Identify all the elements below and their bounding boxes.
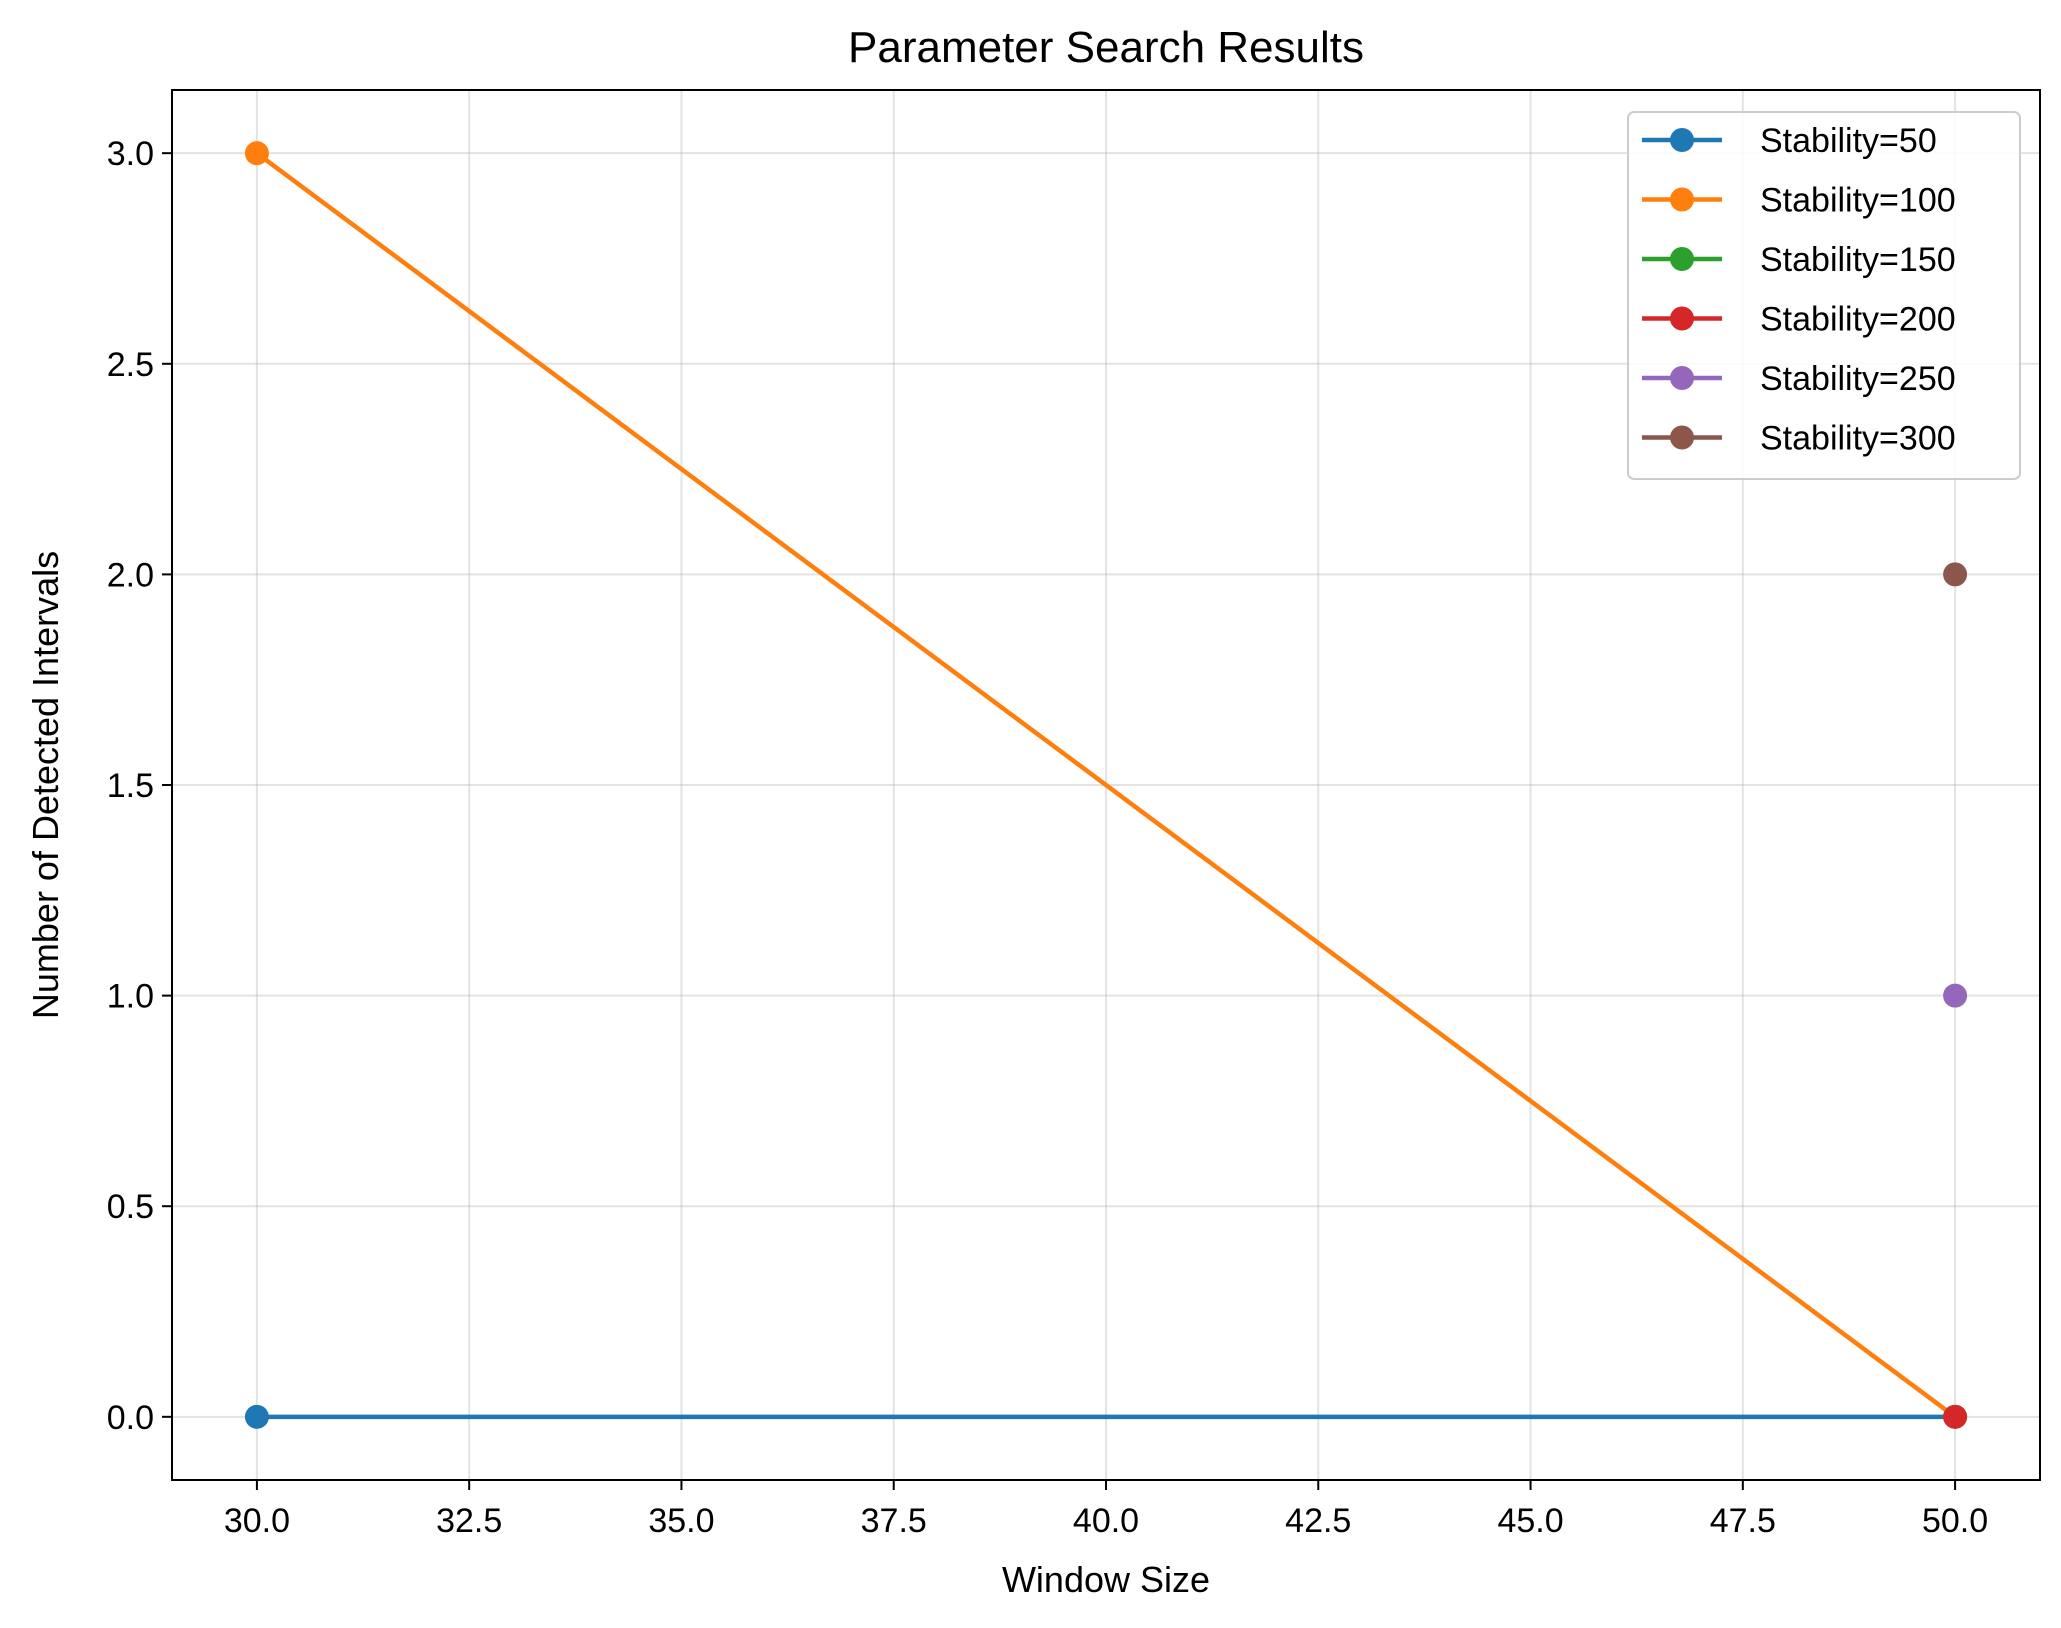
x-tick-label: 42.5 — [1285, 1502, 1351, 1540]
data-point — [1943, 1404, 1968, 1429]
series-line — [255, 151, 1957, 1419]
legend-label: Stability=50 — [1760, 122, 1937, 160]
y-tick-label: 1.0 — [107, 978, 154, 1016]
legend-label: Stability=250 — [1760, 360, 1956, 398]
legend-item: Stability=200 — [1642, 301, 1956, 339]
y-tick-label: 1.5 — [107, 767, 154, 805]
legend-marker — [1670, 306, 1694, 331]
legend: Stability=50 Stability=100 Stability=150 St… — [1627, 111, 2021, 480]
legend-marker — [1670, 128, 1694, 152]
legend-marker — [1670, 187, 1694, 212]
y-tick-label: 0.5 — [107, 1188, 154, 1226]
legend-marker — [1670, 247, 1694, 271]
legend-label: Stability=200 — [1760, 301, 1956, 339]
y-tick-label: 2.0 — [107, 556, 154, 594]
y-tick-label: 2.5 — [107, 346, 154, 384]
x-tick-label: 35.0 — [648, 1502, 714, 1540]
x-tick-label: 30.0 — [224, 1502, 290, 1540]
x-tick-label: 32.5 — [436, 1502, 502, 1540]
legend-item: Stability=150 — [1642, 241, 1956, 279]
data-point — [1943, 983, 1968, 1008]
data-point — [244, 141, 269, 166]
x-tick-label: 50.0 — [1922, 1502, 1988, 1540]
legend-item: Stability=250 — [1642, 360, 1956, 398]
series-4 — [1943, 1404, 1968, 1429]
legend-marker — [1670, 366, 1694, 390]
x-tick-label: 47.5 — [1710, 1502, 1776, 1540]
y-axis: 0.0 0.5 1.0 1.5 2.0 2.5 3.0 — [107, 135, 172, 1437]
legend-item: Stability=50 — [1642, 122, 1937, 160]
data-point — [244, 1404, 269, 1429]
legend-item: Stability=100 — [1642, 182, 1956, 220]
legend-label: Stability=150 — [1760, 241, 1956, 279]
x-tick-label: 37.5 — [861, 1502, 927, 1540]
y-tick-label: 0.0 — [107, 1399, 154, 1437]
legend-box — [1627, 111, 2021, 480]
x-axis: 30.0 32.5 35.0 37.5 40.0 42.5 45.0 47.5 50.0 — [224, 1480, 1988, 1540]
data-point — [1943, 562, 1968, 587]
legend-item: Stability=300 — [1642, 420, 1956, 458]
legend-label: Stability=100 — [1760, 182, 1956, 220]
series-6 — [1943, 562, 1968, 587]
y-tick-label: 3.0 — [107, 135, 154, 173]
series-5 — [1943, 983, 1968, 1008]
plot-series — [244, 141, 1968, 1429]
x-tick-label: 45.0 — [1497, 1502, 1563, 1540]
y-axis-title: Number of Detected Intervals — [25, 551, 66, 1019]
chart-title: Parameter Search Results — [848, 23, 1364, 72]
legend-marker — [1670, 425, 1694, 450]
legend-label: Stability=300 — [1760, 420, 1956, 458]
x-tick-label: 40.0 — [1073, 1502, 1139, 1540]
x-axis-title: Window Size — [1002, 1559, 1210, 1600]
